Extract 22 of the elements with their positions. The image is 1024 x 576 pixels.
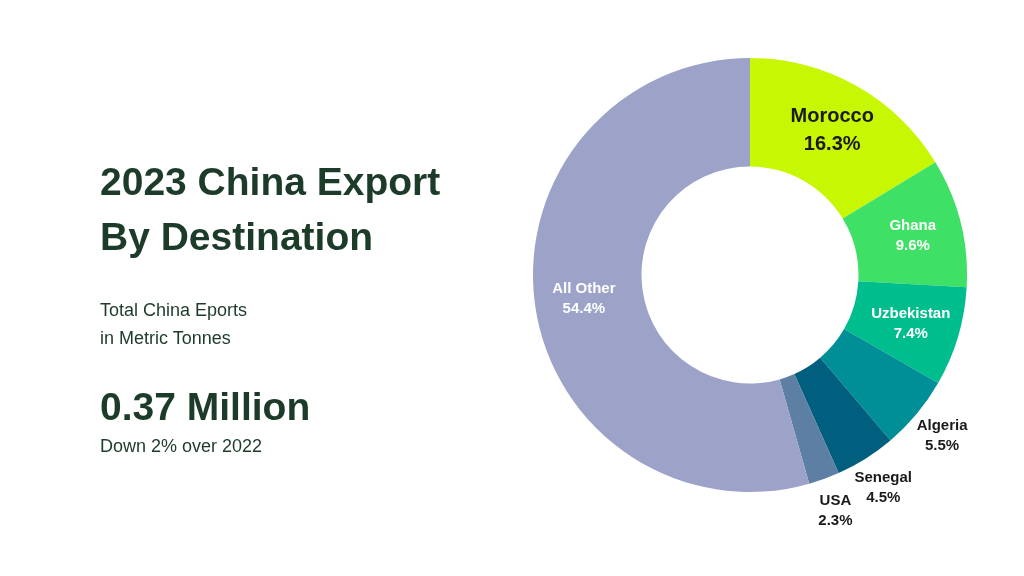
slice-label: Algeria — [916, 416, 969, 434]
text: 2023 China Export By Destination — [100, 160, 441, 258]
text: 0.37 Million — [100, 385, 311, 428]
data-label: 9.6% — [895, 235, 930, 253]
donut-slice — [842, 162, 967, 288]
slice-label: Morocco — [790, 103, 874, 126]
slice-label: Senegal — [854, 467, 913, 485]
slice-label: All Other — [552, 279, 616, 297]
data-label: 16.3% — [803, 131, 861, 154]
data-label: 54.4% — [562, 299, 606, 317]
data-label: 7.4% — [893, 324, 928, 342]
slice-label: USA — [819, 491, 852, 509]
text: Total China Eports in Metric Tonnes — [100, 300, 248, 348]
data-label: 5.5% — [925, 436, 960, 454]
data-label: 4.5% — [866, 487, 901, 505]
donut-slice — [779, 374, 839, 484]
text: Down 2% over 2022 — [100, 436, 263, 456]
data-label: 2.3% — [818, 511, 853, 529]
slice-label: Uzbekistan — [871, 304, 951, 322]
slice-label: Ghana — [889, 215, 937, 233]
donut-slice — [750, 58, 936, 219]
donut-slice — [844, 281, 967, 384]
